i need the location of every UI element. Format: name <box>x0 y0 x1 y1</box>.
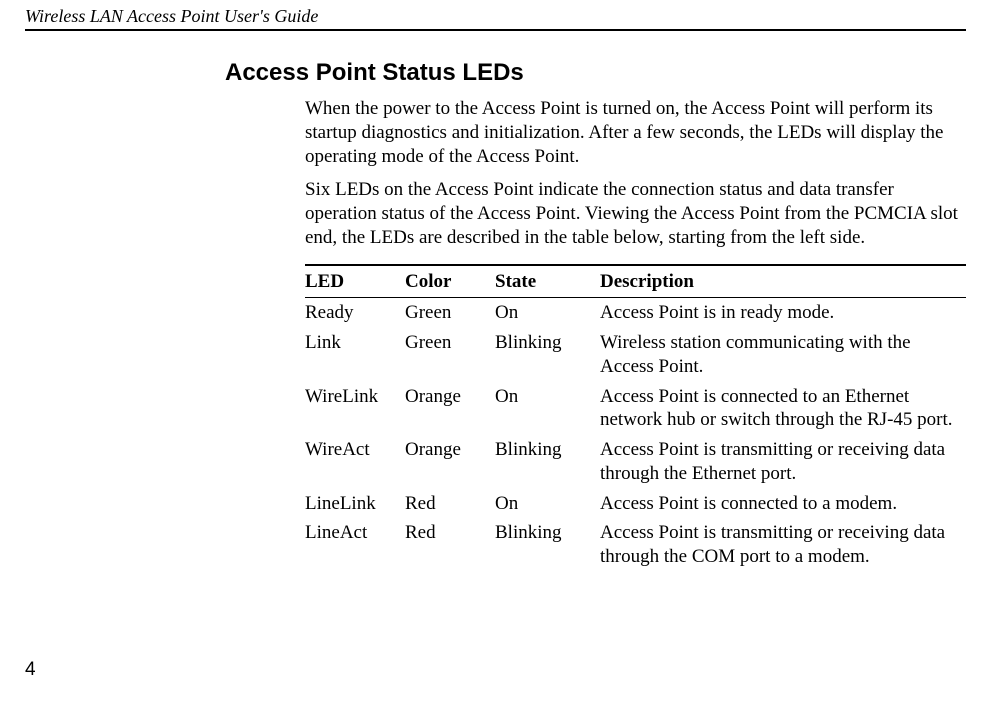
table-row: LineLink Red On Access Point is connecte… <box>305 489 966 519</box>
running-header: Wireless LAN Access Point User's Guide <box>25 0 966 27</box>
th-color: Color <box>405 265 495 298</box>
cell-led: LineAct <box>305 518 405 572</box>
table-row: WireLink Orange On Access Point is conne… <box>305 382 966 436</box>
page-container: Wireless LAN Access Point User's Guide A… <box>0 0 991 701</box>
th-led: LED <box>305 265 405 298</box>
cell-color: Orange <box>405 382 495 436</box>
th-state: State <box>495 265 600 298</box>
cell-state: Blinking <box>495 328 600 382</box>
table-row: Ready Green On Access Point is in ready … <box>305 298 966 328</box>
cell-led: WireLink <box>305 382 405 436</box>
cell-desc: Access Point is in ready mode. <box>600 298 966 328</box>
cell-led: Ready <box>305 298 405 328</box>
table-row: LineAct Red Blinking Access Point is tra… <box>305 518 966 572</box>
cell-state: On <box>495 489 600 519</box>
section-heading: Access Point Status LEDs <box>225 59 966 87</box>
cell-color: Red <box>405 518 495 572</box>
table-header-row: LED Color State Description <box>305 265 966 298</box>
paragraph-1: When the power to the Access Point is tu… <box>305 97 966 168</box>
cell-desc: Access Point is connected to a modem. <box>600 489 966 519</box>
cell-color: Red <box>405 489 495 519</box>
header-rule <box>25 29 966 31</box>
cell-desc: Access Point is transmitting or receivin… <box>600 435 966 489</box>
cell-led: WireAct <box>305 435 405 489</box>
cell-state: On <box>495 382 600 436</box>
cell-color: Orange <box>405 435 495 489</box>
table-row: WireAct Orange Blinking Access Point is … <box>305 435 966 489</box>
table-row: Link Green Blinking Wireless station com… <box>305 328 966 382</box>
cell-color: Green <box>405 298 495 328</box>
cell-desc: Wireless station communicating with the … <box>600 328 966 382</box>
cell-state: Blinking <box>495 435 600 489</box>
cell-state: On <box>495 298 600 328</box>
th-description: Description <box>600 265 966 298</box>
page-number: 4 <box>25 659 36 681</box>
cell-color: Green <box>405 328 495 382</box>
cell-led: Link <box>305 328 405 382</box>
cell-led: LineLink <box>305 489 405 519</box>
paragraph-2: Six LEDs on the Access Point indicate th… <box>305 178 966 249</box>
cell-desc: Access Point is transmitting or receivin… <box>600 518 966 572</box>
led-table: LED Color State Description Ready Green … <box>305 264 966 572</box>
cell-desc: Access Point is connected to an Ethernet… <box>600 382 966 436</box>
body-block: When the power to the Access Point is tu… <box>305 97 966 572</box>
cell-state: Blinking <box>495 518 600 572</box>
